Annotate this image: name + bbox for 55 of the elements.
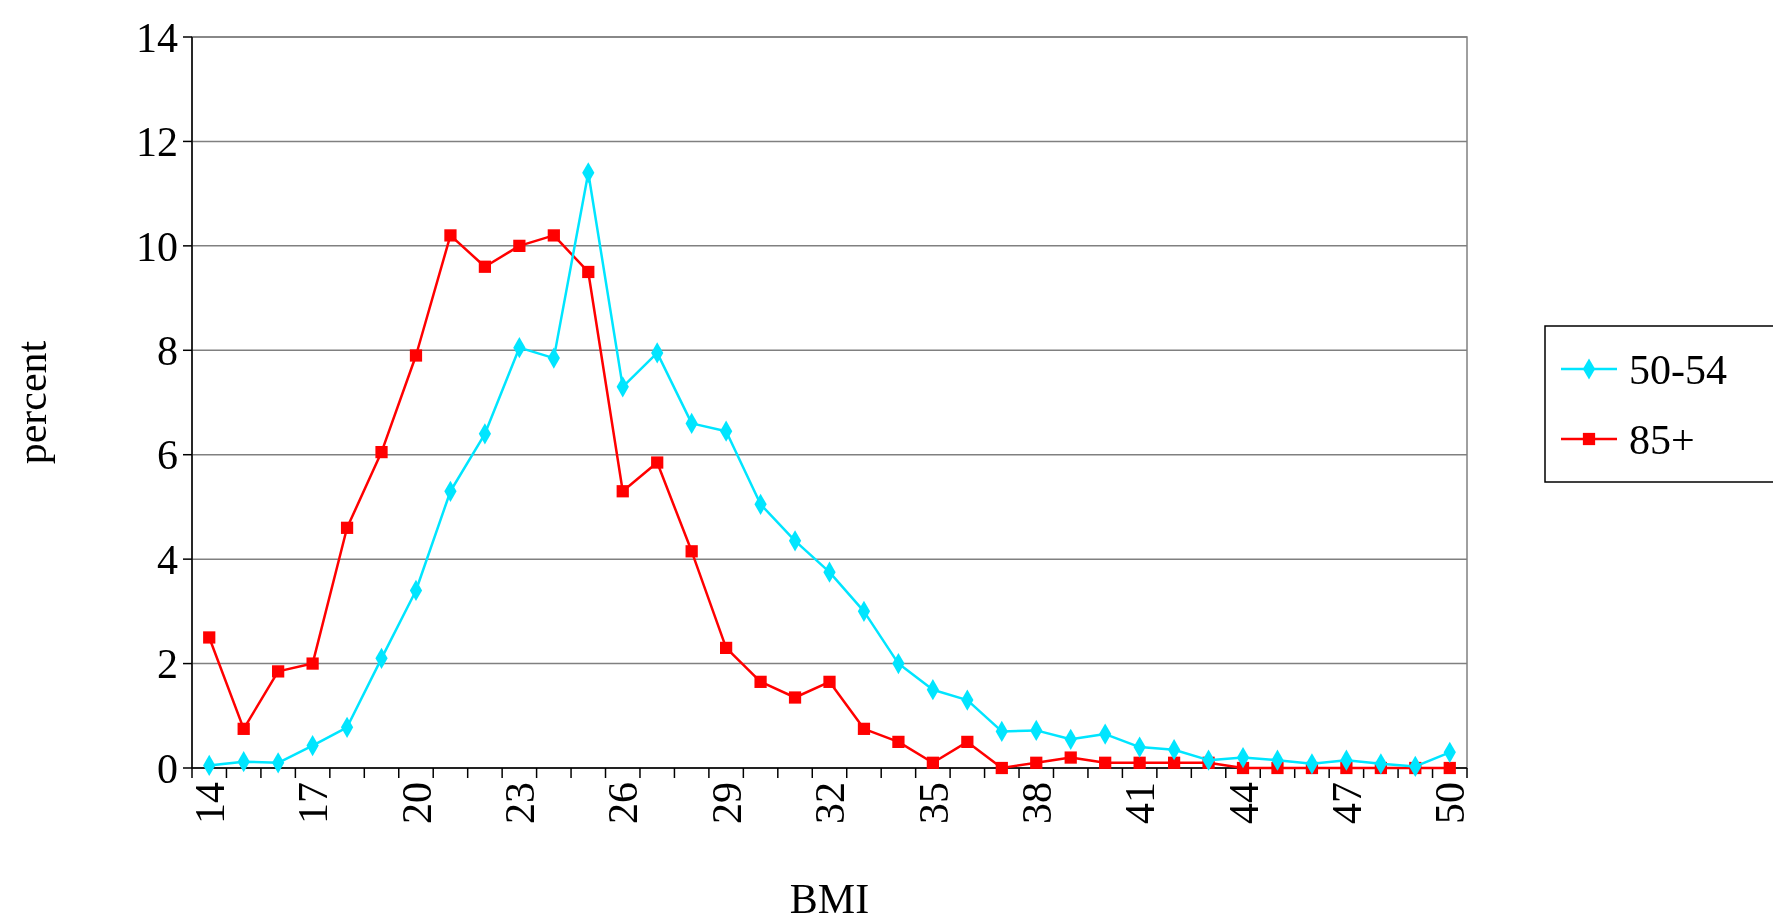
- x-tick-label: 29: [703, 782, 750, 824]
- x-tick-label: 26: [600, 782, 647, 824]
- point: [340, 521, 354, 534]
- point: [1167, 756, 1181, 769]
- y-tick-label: 2: [157, 641, 178, 688]
- x-tick-label: 41: [1117, 782, 1164, 824]
- point: [720, 641, 733, 655]
- point: [513, 239, 526, 252]
- y-tick-label: 10: [136, 223, 178, 270]
- point: [1064, 751, 1077, 764]
- point: [926, 756, 939, 769]
- point: [237, 722, 250, 735]
- point: [1030, 756, 1043, 769]
- x-axis-title: BMI: [789, 876, 870, 920]
- point: [823, 675, 836, 688]
- x-tick-label: 50: [1427, 782, 1474, 824]
- x-tick-label: 32: [807, 782, 854, 824]
- point: [272, 665, 285, 678]
- point: [961, 735, 974, 749]
- point: [375, 445, 388, 459]
- point: [1099, 756, 1112, 769]
- point: [582, 265, 595, 279]
- y-axis-title: percent: [9, 340, 55, 465]
- x-tick-label: 44: [1220, 782, 1267, 824]
- x-tick-label: 47: [1324, 782, 1371, 824]
- x-tick-label: 38: [1013, 782, 1060, 824]
- point: [1133, 756, 1146, 769]
- y-tick-label: 4: [157, 536, 178, 583]
- y-tick-label: 12: [136, 119, 178, 166]
- point: [306, 657, 319, 670]
- point: [444, 229, 457, 242]
- y-tick-label: 0: [157, 745, 178, 792]
- point: [1443, 761, 1456, 775]
- x-tick-label: 20: [393, 782, 440, 824]
- point: [685, 545, 698, 558]
- x-tick-label: 17: [290, 782, 337, 824]
- legend-label: 85+: [1629, 416, 1695, 463]
- x-tick-label: 23: [497, 782, 544, 824]
- point: [754, 675, 767, 688]
- point: [203, 631, 216, 644]
- point: [409, 349, 423, 362]
- point: [651, 456, 664, 469]
- point: [892, 735, 905, 749]
- point: [547, 229, 560, 242]
- x-tick-label: 14: [186, 782, 233, 824]
- point: [995, 761, 1008, 775]
- point: [857, 722, 871, 735]
- point: [616, 485, 629, 498]
- x-tick-label: 35: [910, 782, 957, 824]
- point: [478, 260, 492, 273]
- point: [788, 691, 802, 704]
- y-tick-label: 8: [157, 327, 178, 374]
- y-tick-label: 14: [136, 14, 178, 61]
- legend-label: 50-54: [1629, 346, 1727, 393]
- y-tick-label: 6: [157, 432, 178, 479]
